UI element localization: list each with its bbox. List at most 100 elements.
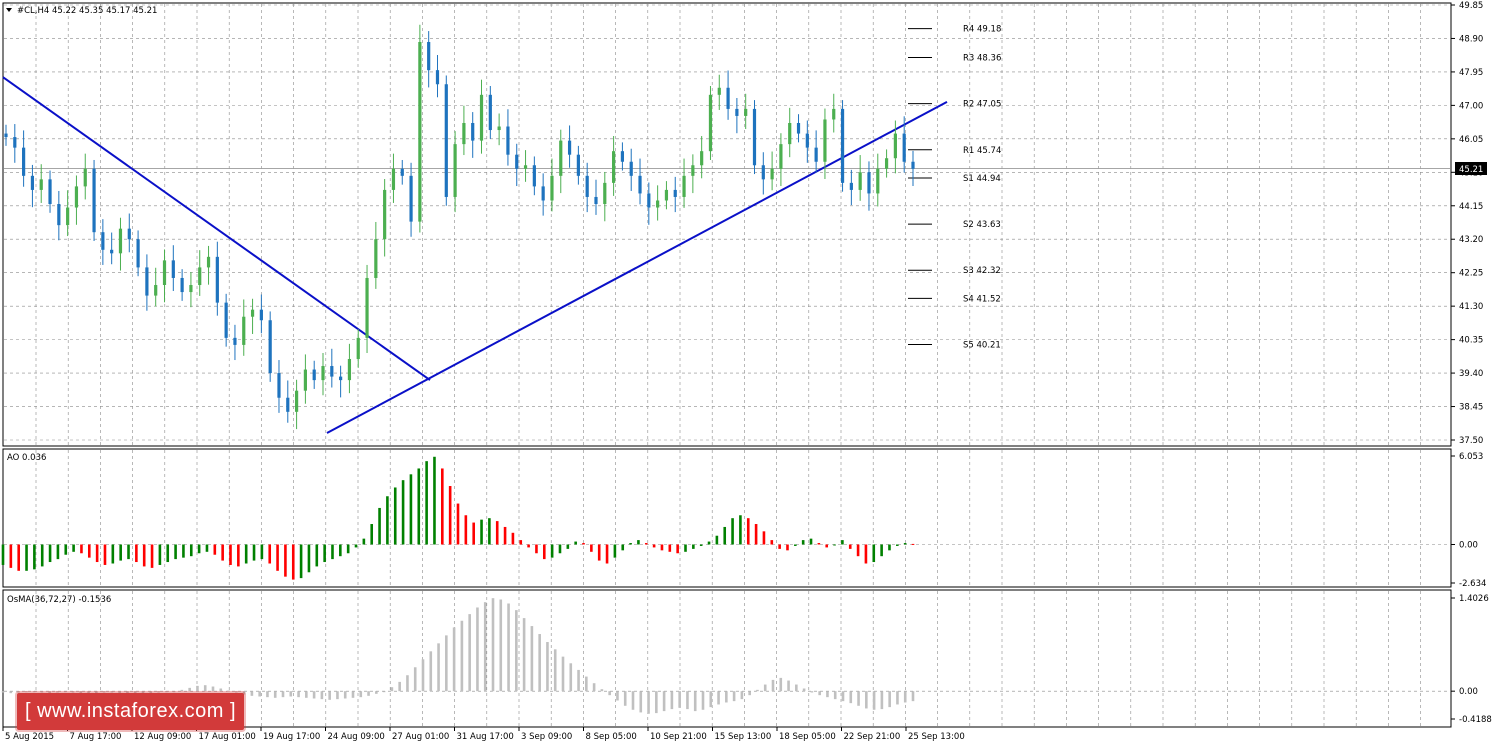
ao-bar (527, 544, 530, 548)
ao-bar (25, 544, 28, 571)
candle-body (30, 175, 35, 190)
candle-body (259, 309, 263, 321)
osma-bar (460, 620, 464, 692)
collapse-arrow-icon[interactable] (6, 8, 12, 12)
ao-bar (762, 531, 766, 545)
ao-bar (166, 544, 170, 563)
candle-body (83, 168, 87, 187)
watermark-text: [ www.instaforex.com ] (24, 700, 237, 722)
x-tick-label: 27 Aug 01:00 (392, 732, 449, 742)
osma-bar (553, 649, 557, 692)
candle-body (700, 151, 704, 166)
ao-bar (652, 544, 656, 548)
osma-bar (413, 667, 417, 692)
candle-body (435, 70, 440, 85)
ao-bar (896, 544, 899, 546)
candle-body (911, 161, 915, 169)
y-tick-label: 44.15 (1459, 202, 1483, 212)
osma-bar (235, 691, 238, 693)
osma-bar (717, 691, 720, 705)
osma-bar (390, 687, 394, 692)
x-tick-label: 25 Sep 13:00 (908, 732, 965, 742)
candle-body (4, 133, 8, 138)
ao-bar (64, 544, 68, 555)
osma-bar (25, 691, 28, 693)
candles (4, 24, 915, 430)
osma-bar (732, 691, 736, 702)
osma-bar (48, 691, 51, 694)
osma-bar (748, 691, 751, 696)
ao-bar (299, 544, 303, 579)
ao-bar (574, 541, 577, 545)
osma-bar (71, 691, 75, 693)
ao-bar (888, 544, 891, 551)
osma-bar (141, 691, 145, 694)
candle-body (647, 193, 651, 208)
candle-body (233, 337, 237, 345)
ao-bar (848, 544, 852, 549)
osma-bar (398, 681, 401, 692)
ao-bar (503, 526, 507, 545)
osma-bar (538, 634, 541, 692)
candle-body (752, 108, 757, 166)
ao-bar (597, 544, 601, 561)
osma-bar (157, 691, 160, 693)
ao-bar (684, 544, 687, 552)
osma-bar (367, 691, 370, 696)
ao-bar (331, 544, 334, 560)
osma-bar (1, 691, 5, 693)
ao-bar (472, 522, 475, 545)
x-tick-label: 12 Aug 09:00 (134, 732, 191, 742)
candle-body (603, 182, 607, 205)
ao-bar (448, 486, 452, 545)
osma-bar (63, 691, 67, 693)
osma-bar (701, 691, 705, 710)
ao-bar (746, 518, 750, 545)
candle-body (189, 285, 193, 293)
ao-bar (715, 535, 719, 545)
candle-body (339, 376, 343, 381)
ao-bar (354, 544, 358, 548)
candle-body (541, 186, 545, 201)
candle-body (127, 228, 131, 240)
osma-bar (149, 691, 153, 694)
ao-bar (519, 540, 523, 545)
pivot-label: S3 42.32 (963, 266, 1001, 276)
ao-bar (323, 544, 326, 563)
pivot-label: R2 47.05 (963, 100, 1001, 110)
candle-body (330, 366, 334, 377)
candle-body (744, 108, 748, 116)
osma-bar (771, 679, 775, 692)
ao-bar (613, 544, 617, 558)
ao-bar (841, 540, 844, 545)
candle-body (805, 133, 809, 148)
candle-body (303, 369, 307, 391)
osma-y-tick-label: -0.4188 (1459, 715, 1492, 725)
ao-title: AO 0.036 (7, 453, 46, 463)
osma-bar (655, 691, 658, 714)
ao-bar (731, 518, 734, 545)
candle-body (620, 151, 625, 162)
osma-bar (421, 659, 425, 692)
candle-body (347, 358, 352, 381)
ao-bar (17, 544, 20, 571)
osma-bar (639, 691, 643, 713)
osma-bar (561, 656, 565, 692)
osma-bar (406, 675, 409, 692)
ao-y-tick-label: 0.00 (1459, 540, 1478, 550)
ao-bar (480, 519, 483, 545)
ao-bar (433, 456, 436, 545)
candle-body (761, 165, 765, 180)
candle-body (268, 320, 272, 374)
ao-bar (370, 524, 374, 545)
candle-body (796, 122, 801, 134)
candle-body (409, 175, 413, 222)
candle-body (567, 140, 572, 155)
osma-bar (903, 691, 907, 703)
ao-bar (339, 544, 342, 557)
candle-body (902, 133, 906, 162)
ao-bar (284, 544, 287, 577)
ao-bar (291, 544, 295, 580)
osma-bar (196, 685, 199, 692)
